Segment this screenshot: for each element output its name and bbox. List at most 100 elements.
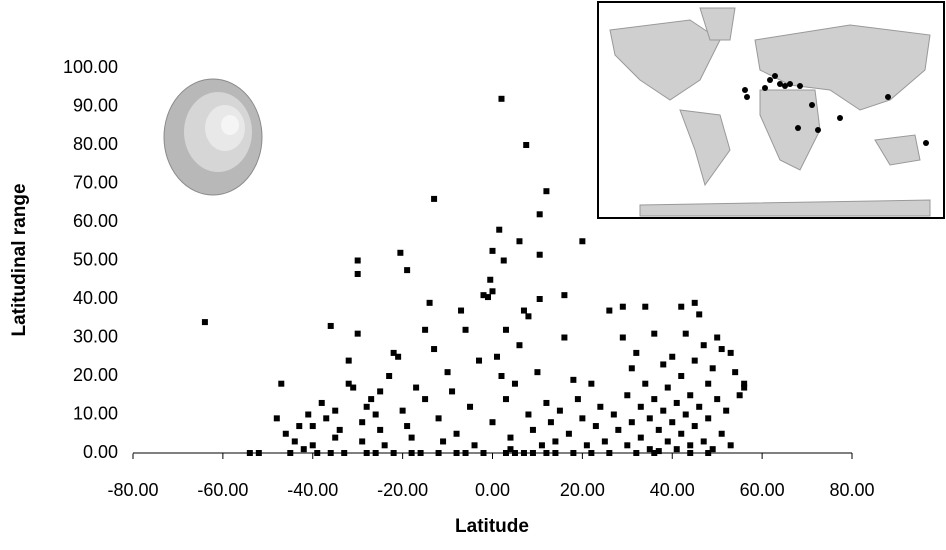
point: [435, 450, 442, 456]
point: [651, 450, 658, 456]
point: [619, 303, 626, 310]
point: [417, 450, 424, 456]
point: [538, 442, 545, 449]
point: [628, 365, 635, 372]
point: [655, 448, 662, 455]
point: [664, 384, 671, 391]
x-tick-label: -20.00: [377, 480, 428, 500]
point: [660, 361, 667, 368]
x-tick-label: -60.00: [197, 480, 248, 500]
point: [318, 399, 325, 406]
point: [487, 276, 494, 283]
point: [359, 438, 366, 445]
point: [691, 299, 698, 306]
point: [543, 399, 550, 406]
point: [305, 411, 312, 418]
point: [525, 411, 532, 418]
point: [570, 376, 577, 383]
point: [489, 419, 496, 426]
point: [386, 373, 393, 379]
point: [637, 434, 644, 441]
point: [561, 334, 568, 341]
point: [669, 353, 676, 360]
point: [678, 430, 685, 437]
point: [480, 292, 487, 299]
point: [696, 311, 703, 318]
point: [363, 450, 370, 456]
point: [273, 415, 280, 422]
point: [440, 438, 447, 445]
ammonite-image: [163, 78, 263, 196]
point: [687, 450, 694, 456]
point: [534, 369, 541, 376]
point: [529, 450, 536, 456]
point: [511, 450, 518, 456]
point: [673, 399, 680, 406]
point: [678, 373, 685, 379]
point: [633, 450, 640, 456]
point: [732, 369, 739, 376]
point: [727, 442, 734, 449]
point: [516, 238, 523, 245]
point: [287, 450, 294, 456]
y-tick-label: 60.00: [73, 211, 118, 231]
point: [341, 450, 348, 456]
point: [413, 384, 420, 391]
point: [314, 450, 321, 456]
y-tick-label: 80.00: [73, 134, 118, 154]
point: [359, 419, 366, 426]
y-tick-label: 50.00: [73, 249, 118, 269]
point: [714, 334, 721, 341]
point: [449, 388, 456, 395]
point: [579, 238, 586, 245]
point: [453, 430, 460, 437]
point: [624, 442, 631, 449]
point: [588, 450, 595, 456]
point: [525, 313, 532, 320]
point: [327, 322, 334, 329]
point: [354, 330, 361, 337]
point: [673, 446, 680, 453]
point: [696, 403, 703, 410]
point: [471, 442, 478, 449]
point: [282, 430, 289, 437]
point: [381, 442, 388, 449]
point: [714, 396, 721, 403]
point: [296, 423, 303, 430]
point: [606, 307, 613, 314]
point: [633, 349, 640, 356]
point: [718, 430, 725, 437]
point: [718, 346, 725, 353]
x-tick-label: 0.00: [475, 480, 510, 500]
point: [601, 438, 608, 445]
point: [372, 411, 379, 418]
point: [496, 226, 503, 233]
point: [395, 353, 402, 360]
point: [543, 450, 550, 456]
point: [660, 407, 667, 414]
point: [705, 415, 712, 422]
point: [354, 270, 361, 277]
point: [309, 423, 316, 430]
point: [610, 411, 617, 418]
point: [642, 380, 649, 387]
point: [597, 403, 604, 410]
point: [291, 438, 298, 445]
point: [502, 450, 509, 456]
point: [502, 326, 509, 333]
y-tick-label: 10.00: [73, 403, 118, 423]
point: [354, 257, 361, 264]
point: [408, 434, 415, 441]
point: [368, 396, 375, 403]
point: [642, 303, 649, 310]
point: [390, 349, 397, 356]
point: [201, 319, 208, 326]
point: [691, 423, 698, 430]
point: [345, 380, 352, 387]
point: [404, 423, 411, 430]
point: [619, 334, 626, 341]
y-tick-label: 0.00: [83, 442, 118, 462]
point: [536, 296, 543, 302]
point: [363, 403, 370, 410]
point: [500, 257, 507, 264]
